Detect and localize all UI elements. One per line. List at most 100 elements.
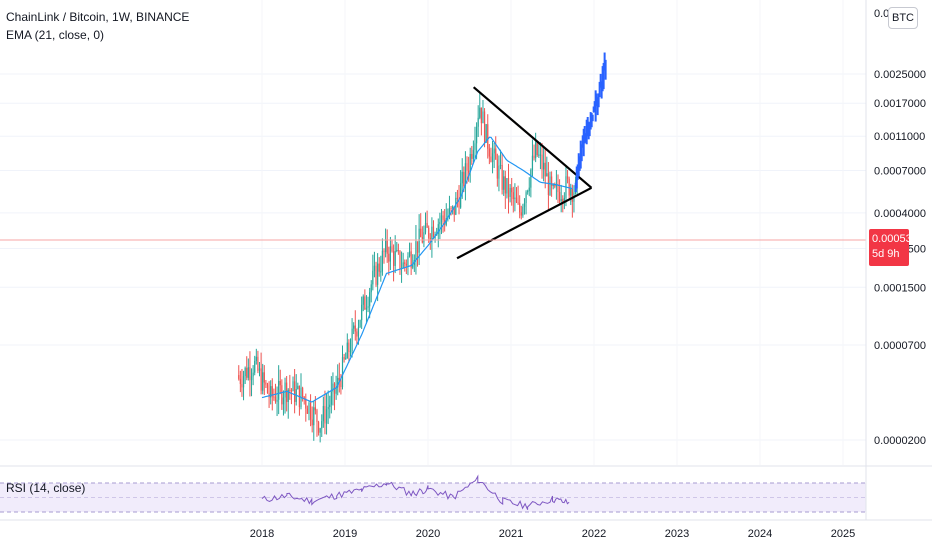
x-axis: 2018 2019 2020 2021 2022 2023 2024 2025 <box>250 528 855 540</box>
y-tick-label: 0.0011000 <box>874 131 925 143</box>
candle-body <box>309 402 312 420</box>
candle-body <box>552 185 554 187</box>
candle-body <box>314 407 316 411</box>
candle-body <box>329 404 331 407</box>
candle-body <box>343 357 345 360</box>
candle-body <box>544 162 546 177</box>
candle-body <box>367 306 369 308</box>
candle-body <box>279 380 281 386</box>
candle-body <box>340 380 342 388</box>
candle-body <box>325 409 328 424</box>
candle-body <box>475 126 478 144</box>
candle-body <box>397 249 399 251</box>
candle-body <box>346 342 348 359</box>
candle-body <box>263 372 265 383</box>
y-tick-label: 0.0025000 <box>874 69 926 81</box>
candle-body <box>499 164 502 166</box>
x-tick-label: 2019 <box>333 528 357 540</box>
currency-badge[interactable]: BTC <box>888 7 918 29</box>
candle-body <box>399 250 401 270</box>
candle-body <box>258 368 261 371</box>
candle-body <box>322 406 324 422</box>
candle-body <box>271 386 273 397</box>
candle-body <box>541 154 543 170</box>
candle-body <box>416 241 419 253</box>
candle-body <box>383 250 385 253</box>
candle-body <box>428 227 430 238</box>
chart-title: ChainLink / Bitcoin, 1W, BINANCE <box>6 10 190 24</box>
candle-body <box>562 198 564 203</box>
candle-body <box>377 263 379 285</box>
y-tick-label: 0.0004000 <box>874 208 926 220</box>
candle-body <box>439 221 441 225</box>
candle-body <box>282 397 285 405</box>
candle-body <box>338 377 340 381</box>
candle-body <box>458 198 460 208</box>
candle-body <box>359 320 361 327</box>
candle-body <box>440 215 443 222</box>
candle-body <box>290 390 293 392</box>
candle-body <box>381 250 384 272</box>
candle-body <box>389 246 391 262</box>
x-tick-label: 2025 <box>831 528 855 540</box>
candle-body <box>242 376 245 388</box>
candle-body <box>308 402 310 414</box>
y-tick-label: 0.0007000 <box>874 165 926 177</box>
candle-body <box>276 399 278 402</box>
y-tick-label: 0.0001500 <box>874 282 926 294</box>
candle-body <box>546 173 548 177</box>
candle-body <box>455 197 457 215</box>
candle-body <box>404 262 406 264</box>
ema-line <box>261 136 573 403</box>
candle-body <box>560 198 562 202</box>
candle-body <box>511 187 513 193</box>
candle-body <box>385 239 387 253</box>
candle-body <box>306 408 308 414</box>
candle-body <box>460 183 462 208</box>
current-price-badge: 0.0005324 5d 9h <box>869 229 924 266</box>
candle-body <box>356 331 358 337</box>
candle-body <box>370 284 372 293</box>
candle-body <box>543 162 545 170</box>
candle-body <box>369 292 371 307</box>
candle-body <box>437 224 439 234</box>
candle-body <box>520 212 522 216</box>
x-tick-label: 2022 <box>582 528 606 540</box>
candle-body <box>514 197 516 200</box>
candle-body <box>313 407 315 426</box>
candle-body <box>503 176 505 190</box>
trendlines <box>456 86 593 260</box>
candle-body <box>528 187 530 192</box>
candle-body <box>373 265 376 271</box>
candle-body <box>506 178 508 194</box>
x-tick-label: 2020 <box>416 528 440 540</box>
candle-body <box>394 250 396 266</box>
candle-body <box>327 406 329 410</box>
candle-body <box>287 389 289 402</box>
candle-body <box>479 107 481 118</box>
candle-body <box>551 176 553 187</box>
candle-body <box>557 183 559 192</box>
candle-body <box>466 163 468 171</box>
candle-body <box>316 410 318 423</box>
trendline <box>456 186 593 260</box>
candle-body <box>266 384 269 394</box>
candle-body <box>324 406 326 424</box>
candle-body <box>311 419 313 426</box>
candle-body <box>448 207 451 217</box>
candle-body <box>536 142 538 155</box>
countdown-label: 5d 9h <box>872 248 900 260</box>
candle-body <box>539 154 542 156</box>
candle-body <box>522 206 524 216</box>
candle-body <box>468 170 470 173</box>
trendline <box>472 86 593 189</box>
candle-body <box>504 176 506 194</box>
candle-body <box>244 367 246 377</box>
candle-body <box>372 270 374 285</box>
candle-body <box>241 384 243 388</box>
candle-body <box>477 117 479 127</box>
candle-body <box>349 351 352 353</box>
candle-body <box>570 188 572 196</box>
candle-body <box>330 391 332 405</box>
candle-body <box>472 149 474 159</box>
